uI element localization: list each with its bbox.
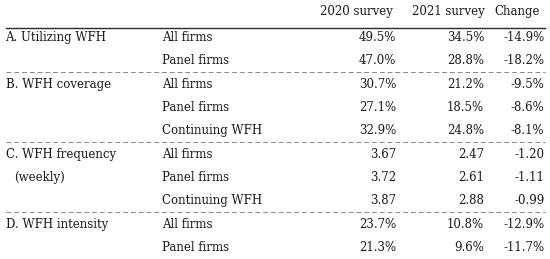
Text: D. WFH intensity: D. WFH intensity <box>6 218 108 231</box>
Text: Panel firms: Panel firms <box>162 241 229 254</box>
Text: -9.5%: -9.5% <box>510 78 544 91</box>
Text: All firms: All firms <box>162 218 213 231</box>
Text: 21.2%: 21.2% <box>447 78 484 91</box>
Text: 2.61: 2.61 <box>458 171 484 184</box>
Text: 24.8%: 24.8% <box>447 124 484 137</box>
Text: 34.5%: 34.5% <box>447 31 484 44</box>
Text: -18.2%: -18.2% <box>503 54 544 67</box>
Text: 32.9%: 32.9% <box>359 124 396 137</box>
Text: 2.47: 2.47 <box>458 148 484 161</box>
Text: Continuing WFH: Continuing WFH <box>162 194 262 207</box>
Text: Panel firms: Panel firms <box>162 101 229 114</box>
Text: 3.87: 3.87 <box>370 194 396 207</box>
Text: All firms: All firms <box>162 148 213 161</box>
Text: 49.5%: 49.5% <box>359 31 396 44</box>
Text: 3.67: 3.67 <box>370 148 396 161</box>
Text: A. Utilizing WFH: A. Utilizing WFH <box>6 31 107 44</box>
Text: 27.1%: 27.1% <box>359 101 396 114</box>
Text: -8.6%: -8.6% <box>511 101 544 114</box>
Text: 23.7%: 23.7% <box>359 218 396 231</box>
Text: -12.9%: -12.9% <box>503 218 544 231</box>
Text: All firms: All firms <box>162 78 213 91</box>
Text: 21.3%: 21.3% <box>359 241 396 254</box>
Text: 3.72: 3.72 <box>370 171 396 184</box>
Text: -8.1%: -8.1% <box>511 124 544 137</box>
Text: C. WFH frequency: C. WFH frequency <box>6 148 115 161</box>
Text: -11.7%: -11.7% <box>503 241 544 254</box>
Text: -1.20: -1.20 <box>514 148 544 161</box>
Text: Continuing WFH: Continuing WFH <box>162 124 262 137</box>
Text: 2.88: 2.88 <box>458 194 484 207</box>
Text: 47.0%: 47.0% <box>359 54 396 67</box>
Text: 28.8%: 28.8% <box>447 54 484 67</box>
Text: -14.9%: -14.9% <box>503 31 544 44</box>
Text: 9.6%: 9.6% <box>454 241 484 254</box>
Text: 2020 survey: 2020 survey <box>320 5 393 18</box>
Text: B. WFH coverage: B. WFH coverage <box>6 78 111 91</box>
Text: 18.5%: 18.5% <box>447 101 484 114</box>
Text: Panel firms: Panel firms <box>162 171 229 184</box>
Text: All firms: All firms <box>162 31 213 44</box>
Text: (weekly): (weekly) <box>14 171 64 184</box>
Text: Panel firms: Panel firms <box>162 54 229 67</box>
Text: 10.8%: 10.8% <box>447 218 484 231</box>
Text: Change: Change <box>494 5 540 18</box>
Text: -0.99: -0.99 <box>514 194 544 207</box>
Text: 2021 survey: 2021 survey <box>412 5 485 18</box>
Text: 30.7%: 30.7% <box>359 78 396 91</box>
Text: -1.11: -1.11 <box>515 171 544 184</box>
